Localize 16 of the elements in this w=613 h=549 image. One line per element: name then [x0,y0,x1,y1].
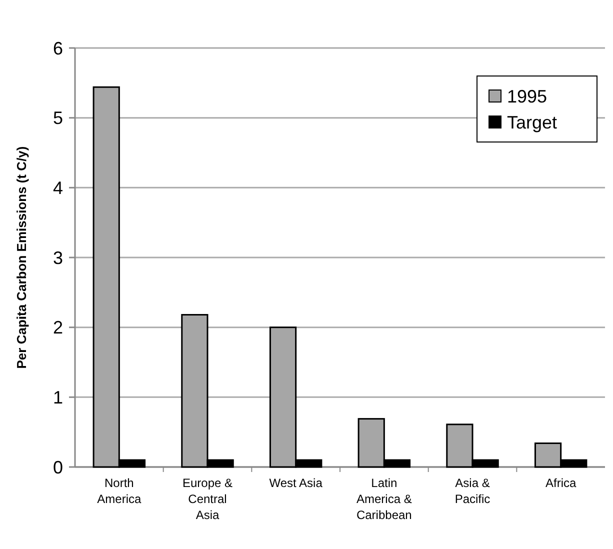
x-tick-label: Europe & Central Asia [182,476,233,522]
x-tick-label: Asia & Pacific [454,476,490,506]
y-tick-label: 0 [52,457,63,478]
y-tick-label: 6 [52,38,63,58]
x-tick-label: West Asia [269,476,323,490]
y-tick-label: 5 [52,108,63,128]
legend-label: Target [507,112,558,132]
y-tick-label: 3 [52,248,63,268]
x-tick-label: Latin America & Caribbean [356,476,412,522]
y-tick-label: 2 [52,318,63,338]
y-axis-title: Per Capita Carbon Emissions (t C/y) [14,146,29,369]
legend-label: 1995 [507,86,548,106]
y-tick-label: 1 [52,387,63,408]
x-tick-label: North America [97,476,142,506]
x-tick-label: Africa [545,476,576,490]
y-tick-label: 4 [52,178,63,198]
